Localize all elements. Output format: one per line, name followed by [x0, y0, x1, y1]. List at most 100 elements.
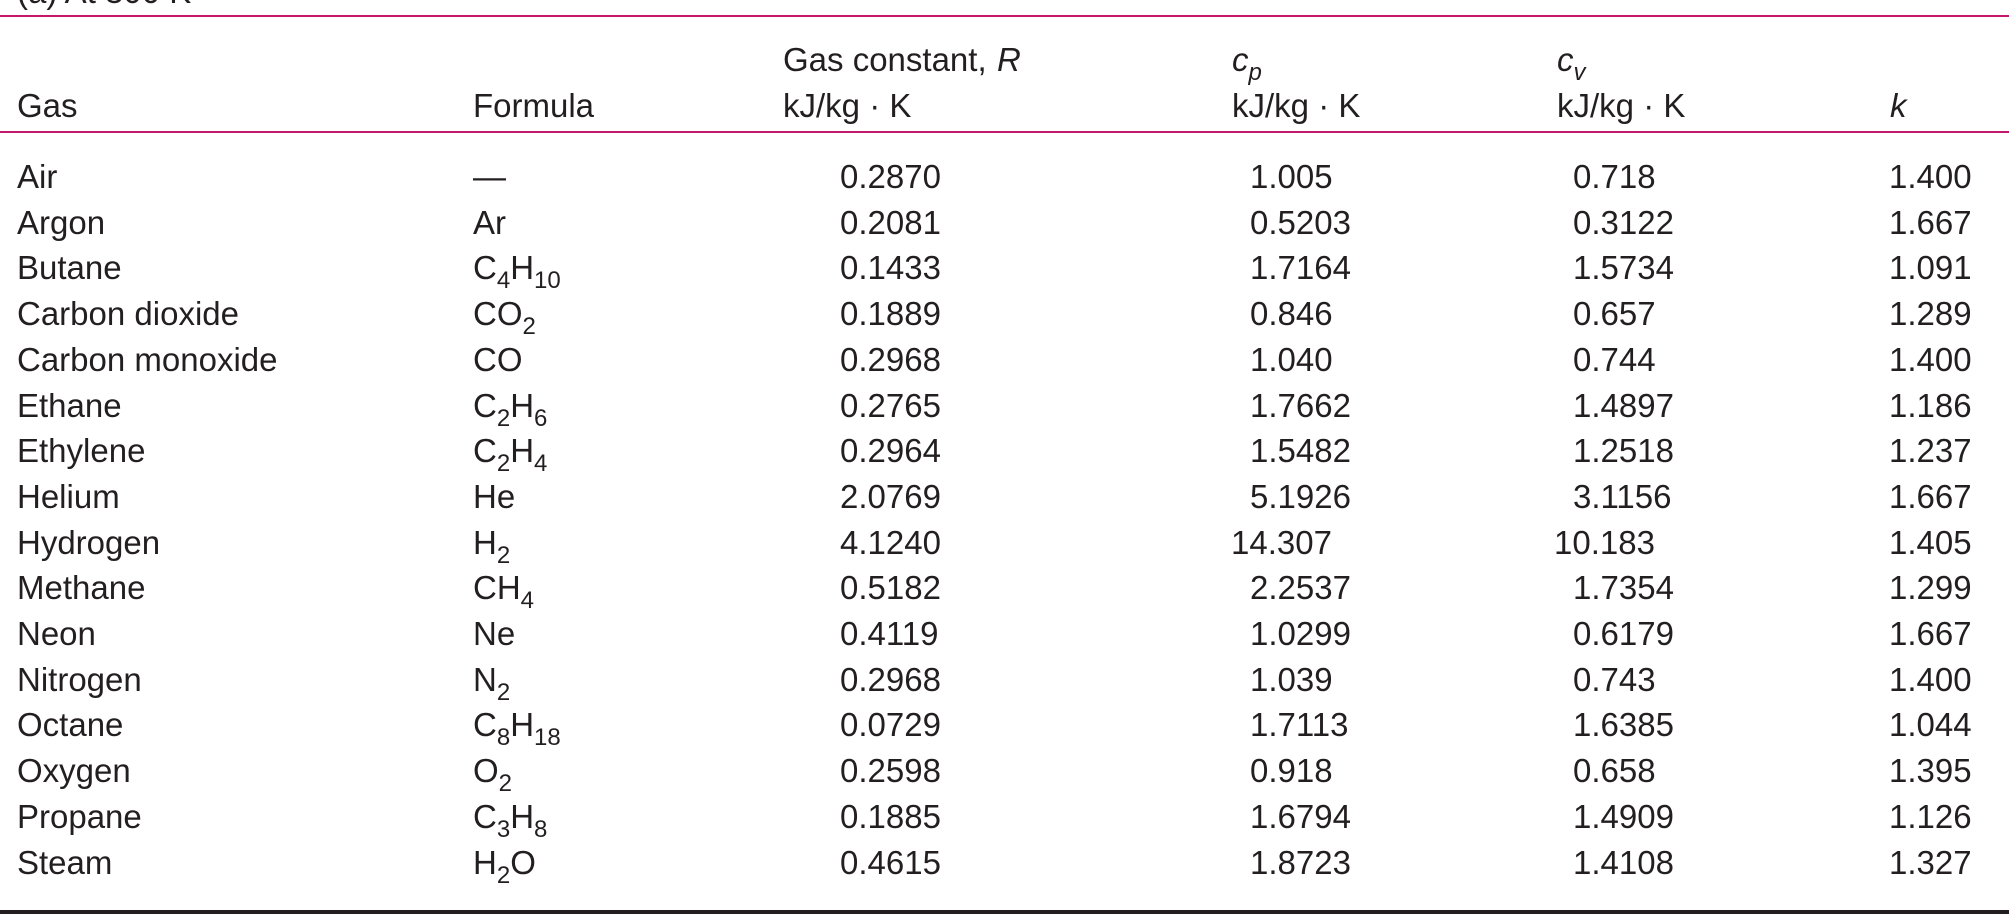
- gas-name: Methane: [17, 569, 146, 607]
- cell-value: 1.2518: [1573, 432, 1674, 470]
- gas-name: Hydrogen: [17, 523, 161, 561]
- cell-value: 1.667: [1889, 477, 1972, 515]
- cell-value: 1.091: [1889, 249, 1972, 287]
- cell-value: 0.743: [1573, 660, 1656, 698]
- gas-name: Nitrogen: [17, 660, 142, 698]
- cell-value: 1.0299: [1250, 615, 1351, 652]
- gas-name: Carbon dioxide: [17, 295, 239, 333]
- cell-value: 0.658: [1573, 752, 1656, 790]
- cell-value: 10.183: [1554, 523, 1655, 561]
- header-rule: [0, 131, 2009, 133]
- formula: —: [473, 158, 506, 195]
- cell-value: 1.044: [1889, 706, 1972, 744]
- cell-value: 1.7354: [1573, 569, 1674, 607]
- column-symbol: cv: [1557, 40, 1586, 85]
- formula: H2O: [473, 843, 536, 889]
- subscript: v: [1573, 59, 1586, 86]
- cell-value: 2.2537: [1250, 569, 1351, 607]
- cell-value: 1.8723: [1250, 843, 1351, 881]
- cell-value: 1.005: [1250, 158, 1333, 195]
- cell-value: 0.5203: [1250, 203, 1351, 241]
- gas-name: Carbon monoxide: [17, 340, 278, 378]
- formula: CH4: [473, 569, 535, 615]
- cell-value: 1.237: [1889, 432, 1972, 470]
- column-label: Gas: [17, 87, 78, 124]
- symbol: k: [1890, 87, 1907, 124]
- formula: CO: [473, 340, 523, 378]
- cell-value: 0.2870: [840, 158, 941, 195]
- gas-name: Oxygen: [17, 752, 131, 790]
- cell-value: 0.2765: [840, 386, 941, 424]
- column-symbol: k: [1890, 86, 1907, 126]
- cell-value: 0.2968: [840, 340, 941, 378]
- cell-value: 14.307: [1231, 523, 1332, 561]
- column-label: Gas constant,: [783, 41, 987, 78]
- cell-value: 1.6385: [1573, 706, 1674, 744]
- column-symbol: R: [997, 40, 1021, 80]
- formula: Ar: [473, 203, 506, 241]
- bottom-rule: [0, 910, 2009, 914]
- gas-name: Argon: [17, 203, 106, 241]
- gas-name: Octane: [17, 706, 124, 744]
- cell-value: 1.039: [1250, 660, 1333, 698]
- cell-value: 1.7164: [1250, 249, 1351, 287]
- cell-value: 0.0729: [840, 706, 941, 744]
- formula: C4H10: [473, 249, 561, 295]
- cell-value: 0.744: [1573, 340, 1656, 378]
- column-label: Formula: [473, 87, 595, 124]
- gas-name: Steam: [17, 843, 113, 881]
- top-rule: [0, 15, 2009, 17]
- symbol: c: [1232, 41, 1249, 78]
- cell-value: 0.4615: [840, 843, 941, 881]
- cell-value: 0.2081: [840, 203, 941, 241]
- cell-value: 1.4897: [1573, 386, 1674, 424]
- gas-name: Ethylene: [17, 432, 146, 470]
- cell-value: 0.3122: [1573, 203, 1674, 241]
- cell-value: 0.1433: [840, 249, 941, 287]
- gas-name: Helium: [17, 477, 120, 515]
- formula: He: [473, 477, 516, 515]
- formula: N2: [473, 660, 511, 706]
- cell-value: 1.289: [1889, 295, 1972, 333]
- cell-value: 0.846: [1250, 295, 1333, 333]
- formula: H2: [473, 523, 511, 569]
- cell-value: 0.718: [1573, 158, 1656, 195]
- cell-value: 1.040: [1250, 340, 1333, 378]
- cell-value: 0.2964: [840, 432, 941, 470]
- cell-value: 0.1889: [840, 295, 941, 333]
- cell-value: 1.4909: [1573, 797, 1674, 835]
- cell-value: 5.1926: [1250, 477, 1351, 515]
- column-unit: kJ/kg · K: [1232, 87, 1361, 124]
- gas-name: Air: [17, 158, 58, 195]
- cell-value: 1.186: [1889, 386, 1972, 424]
- cell-value: 4.1240: [840, 523, 941, 561]
- cell-value: 0.4119: [840, 615, 939, 652]
- formula: C2H6: [473, 386, 548, 432]
- cell-value: 1.667: [1889, 615, 1972, 652]
- symbol: c: [1557, 41, 1574, 78]
- cell-value: 3.1156: [1573, 477, 1672, 515]
- cell-value: 1.405: [1889, 523, 1972, 561]
- formula: C3H8: [473, 797, 548, 843]
- cell-value: 0.918: [1250, 752, 1333, 790]
- cell-value: 1.299: [1889, 569, 1972, 607]
- cell-value: 1.7662: [1250, 386, 1351, 424]
- formula: CO2: [473, 295, 536, 341]
- cell-value: 0.5182: [840, 569, 941, 607]
- cell-value: 1.6794: [1250, 797, 1351, 835]
- symbol: R: [997, 41, 1021, 78]
- column-unit: kJ/kg · K: [783, 87, 912, 124]
- cell-value: 1.400: [1889, 158, 1972, 195]
- cell-value: 2.0769: [840, 477, 941, 515]
- subscript: p: [1248, 59, 1262, 86]
- column-symbol: cp: [1232, 40, 1262, 85]
- cell-value: 1.400: [1889, 340, 1972, 378]
- cell-value: 1.5734: [1573, 249, 1674, 287]
- gas-name: Butane: [17, 249, 122, 287]
- gas-name: Propane: [17, 797, 142, 835]
- cell-value: 0.6179: [1573, 615, 1674, 652]
- cell-value: 0.2968: [840, 660, 941, 698]
- cell-value: 1.400: [1889, 660, 1972, 698]
- column-unit: kJ/kg · K: [1557, 87, 1686, 124]
